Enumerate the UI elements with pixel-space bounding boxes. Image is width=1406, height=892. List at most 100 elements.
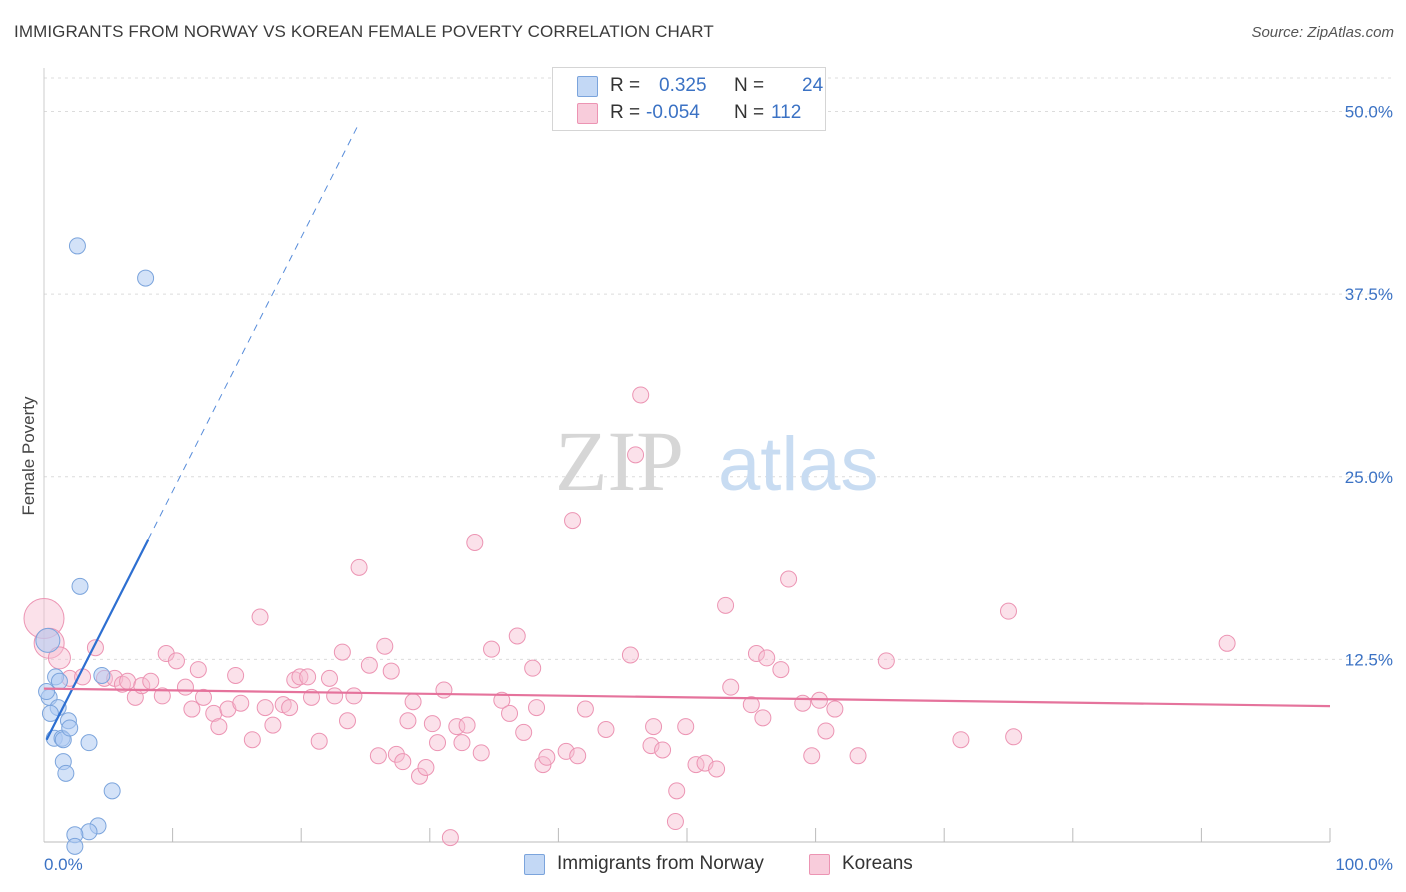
y-tick-label: 12.5% (1345, 650, 1393, 669)
korean-point (153, 687, 171, 705)
korean-point (632, 386, 650, 404)
legend-swatch-norway (524, 854, 545, 875)
korean-point (569, 747, 587, 765)
korean-point (849, 747, 867, 765)
x-tick-label: 0.0% (44, 855, 83, 874)
norway-trend-extension (147, 122, 360, 540)
korean-point (376, 637, 394, 655)
korean-point (281, 699, 299, 717)
legend-r-value: -0.054 (646, 102, 700, 123)
korean-point (47, 646, 71, 670)
norway-point (71, 577, 89, 595)
korean-point (423, 715, 441, 733)
korean-point (399, 712, 417, 730)
korean-point (183, 700, 201, 718)
y-tick-label: 37.5% (1345, 285, 1393, 304)
norway-points (35, 237, 155, 855)
korean-point (264, 716, 282, 734)
legend-swatch-koreans (577, 103, 598, 124)
korean-point (387, 745, 405, 763)
norway-point (137, 269, 155, 287)
korean-point (453, 734, 471, 752)
korean-point (597, 721, 615, 739)
korean-point (1005, 728, 1023, 746)
korean-point (754, 709, 772, 727)
korean-point (576, 700, 594, 718)
legend-r-value: 0.325 (659, 75, 707, 96)
korean-point (515, 723, 533, 741)
norway-point (66, 837, 84, 855)
norway-point (57, 764, 75, 782)
legend-label-koreans: Koreans (842, 853, 913, 874)
korean-point (687, 756, 705, 774)
korean-point (350, 558, 368, 576)
korean-point (538, 748, 556, 766)
legend-n-label: N = (734, 102, 765, 123)
korean-point (232, 694, 250, 712)
norway-point (50, 672, 68, 690)
y-tick-label: 25.0% (1345, 468, 1393, 487)
korean-point (113, 675, 131, 693)
korean-point (119, 672, 137, 690)
norway-point (80, 734, 98, 752)
korean-point (326, 687, 344, 705)
legend-r-label: R = (610, 75, 641, 96)
korean-point (621, 646, 639, 664)
korean-point (458, 716, 476, 734)
korean-point (826, 700, 844, 718)
korean-point (758, 649, 776, 667)
korean-point (176, 678, 194, 696)
korean-point (441, 829, 459, 847)
legend-r-label: R = (610, 102, 641, 123)
korean-point (564, 512, 582, 530)
x-tick-label: 100.0% (1335, 855, 1393, 874)
legend-swatch-norway (577, 76, 598, 97)
korean-point (320, 669, 338, 687)
source-label: Source: ZipAtlas.com (1251, 24, 1394, 41)
chart-title: IMMIGRANTS FROM NORWAY VS KOREAN FEMALE … (14, 22, 714, 41)
korean-point (742, 696, 760, 714)
korean-point (817, 722, 835, 740)
korean-point (360, 656, 378, 674)
korean-point (528, 699, 546, 717)
korean-point (333, 643, 351, 661)
legend-swatch-koreans (809, 854, 830, 875)
norway-trend-line (45, 539, 150, 741)
korean-point (483, 640, 501, 658)
norway-point (41, 704, 59, 722)
korean-point (666, 813, 684, 831)
korean-point (394, 753, 412, 771)
watermark-zip: ZIP (555, 413, 684, 509)
korean-point (404, 693, 422, 711)
korean-point (243, 731, 261, 749)
korean-point (189, 661, 207, 679)
korean-point (772, 661, 790, 679)
korean-point (345, 687, 363, 705)
korean-point (654, 741, 672, 759)
korean-point (167, 652, 185, 670)
korean-point (435, 681, 453, 699)
korean-point (677, 718, 695, 736)
korean-point (1000, 602, 1017, 620)
norway-point (80, 823, 98, 841)
korean-point (466, 534, 484, 552)
korean-point (1218, 634, 1236, 652)
korean-point (794, 694, 812, 712)
norway-point (38, 683, 56, 701)
korean-point (952, 731, 970, 749)
y-tick-label: 50.0% (1345, 103, 1393, 122)
korean-point (803, 747, 821, 765)
korean-point (256, 699, 274, 717)
korean-point (472, 744, 490, 762)
korean-point (299, 668, 317, 686)
korean-point (227, 666, 245, 684)
korean-point (508, 627, 526, 645)
korean-trend-line (43, 687, 1331, 708)
norway-point (93, 666, 111, 684)
korean-point (251, 608, 269, 626)
korean-point (429, 734, 447, 752)
korean-point (369, 747, 387, 765)
y-axis-label: Female Poverty (19, 396, 38, 516)
korean-point (722, 678, 740, 696)
